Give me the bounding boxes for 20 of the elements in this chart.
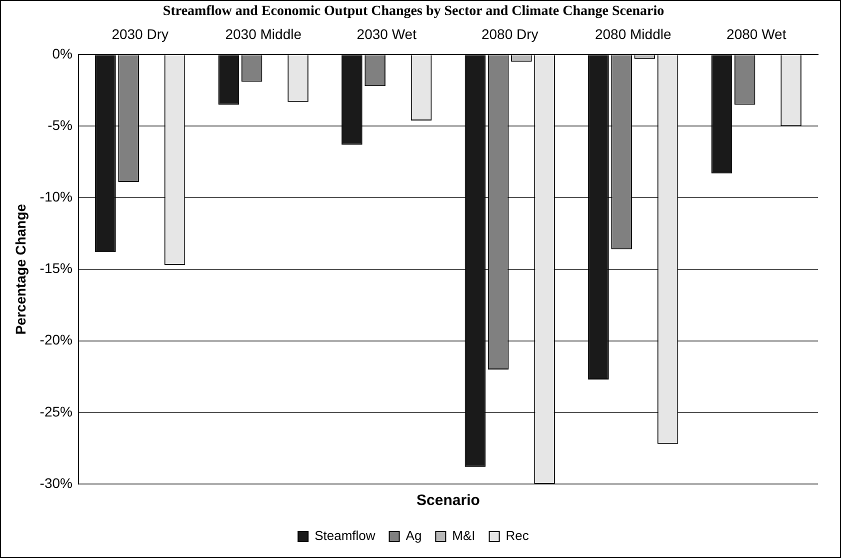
- y-tick-label: -30%: [40, 474, 72, 491]
- legend-label: M&I: [452, 528, 476, 544]
- x-tick-label: 2030 Middle: [225, 26, 302, 42]
- chart-title: Streamflow and Economic Output Changes by Sector and Climate Change Scenario: [162, 4, 664, 20]
- y-tick-label: -25%: [40, 403, 72, 420]
- x-tick-label: 2080 Dry: [481, 26, 538, 42]
- x-tick-label: 2080 Middle: [594, 26, 672, 42]
- y-axis-title: Percentage Change: [12, 204, 28, 335]
- legend-label: Ag: [406, 528, 422, 544]
- y-tick-label: -10%: [40, 188, 72, 205]
- x-tick-label: 2030 Wet: [356, 26, 417, 42]
- legend-label: Steamflow: [314, 528, 376, 544]
- y-tick-label: 0%: [52, 45, 72, 62]
- x-tick-label: 2080 Wet: [726, 26, 786, 42]
- y-tick-label: -15%: [40, 260, 72, 276]
- x-tick-label: 2030 Dry: [112, 26, 169, 42]
- x-axis-title: Scenario: [416, 492, 480, 510]
- y-tick-label: -5%: [48, 117, 72, 134]
- legend-label: Rec: [506, 528, 530, 544]
- y-tick-label: -20%: [40, 332, 72, 348]
